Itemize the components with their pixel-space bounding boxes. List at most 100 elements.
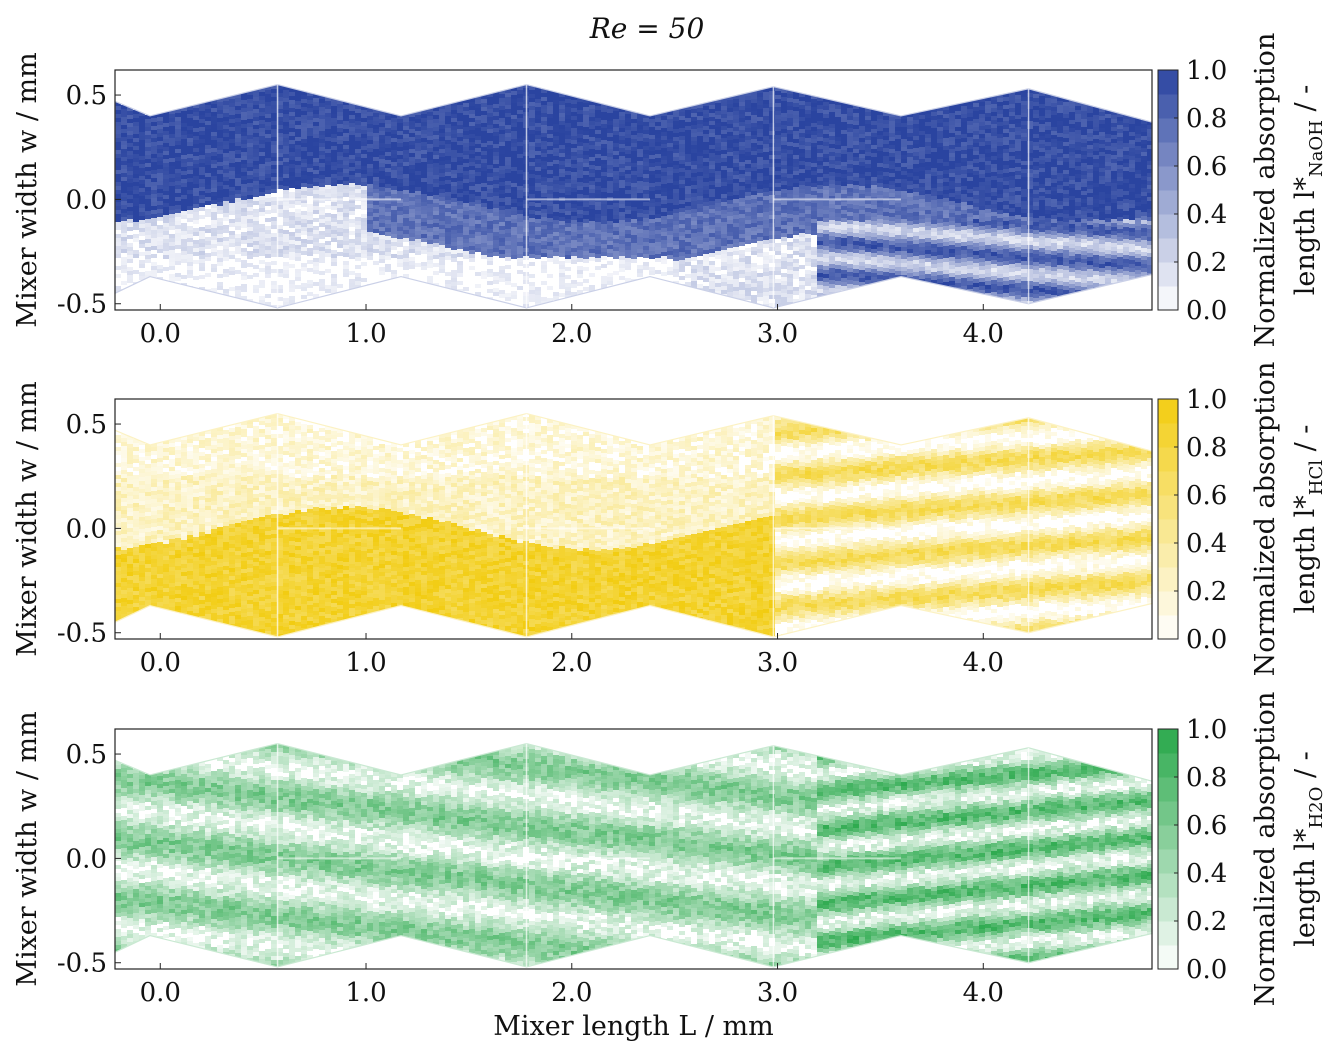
- colorbar-level: [1158, 543, 1178, 568]
- colorbar-tick-label: 1.0: [1186, 385, 1227, 415]
- colorbar-level: [1158, 399, 1178, 424]
- heatmap-field: [115, 743, 1152, 967]
- colorbar-tick-label: 0.4: [1186, 859, 1227, 889]
- colorbar-level: [1158, 447, 1178, 472]
- colorbar: 1.0 0.8 0.6 0.4 0.2 0.0 Normalized absorption l…: [1157, 33, 1327, 348]
- colorbar-tick-label: 0.8: [1186, 433, 1227, 463]
- colorbar-tick-label: 0.8: [1186, 104, 1227, 134]
- colorbar-tick-label: 0.8: [1186, 763, 1227, 793]
- colorbar-level: [1158, 118, 1178, 143]
- y-tick-label: 0.0: [66, 844, 107, 874]
- axes-frame: [114, 728, 1153, 970]
- x-tick-label: 0.0: [140, 978, 181, 1008]
- colorbar-level: [1158, 729, 1178, 754]
- x-tick-label: 1.0: [345, 319, 386, 349]
- colorbar-level: [1158, 921, 1178, 946]
- y-tick-label: -0.5: [57, 949, 107, 979]
- figure-title: Re = 50: [589, 12, 705, 45]
- colorbar-level: [1158, 801, 1178, 826]
- colorbar-level: [1158, 214, 1178, 239]
- panel-hcl: 0.0 1.0 2.0 3.0 4.0 0.5 0.0 -0.5 Mixer width w /…: [12, 362, 1327, 678]
- colorbar: 1.0 0.8 0.6 0.4 0.2 0.0 Normalized absorption l…: [1157, 362, 1327, 677]
- colorbar-level: [1158, 519, 1178, 544]
- colorbar-level: [1158, 945, 1178, 970]
- x-tick-label: 2.0: [551, 978, 592, 1008]
- y-tick-label: 0.0: [66, 514, 107, 544]
- colorbar-tick-label: 0.0: [1186, 955, 1227, 985]
- x-tick-label: 4.0: [963, 319, 1004, 349]
- x-tick-label: 2.0: [551, 648, 592, 678]
- colorbar-tick-label: 0.0: [1186, 296, 1227, 326]
- colorbar-tick-label: 0.4: [1186, 529, 1227, 559]
- colorbar: 1.0 0.8 0.6 0.4 0.2 0.0 Normalized absorption l…: [1157, 692, 1327, 1007]
- colorbar-level: [1158, 70, 1178, 95]
- colorbar-level: [1158, 777, 1178, 802]
- colorbar-tick-label: 1.0: [1186, 715, 1227, 745]
- colorbar-label-subscript: NaOH: [1306, 120, 1327, 177]
- axes-frame: [114, 398, 1153, 640]
- heatmap-field: [115, 414, 1152, 637]
- y-axis-label: Mixer width w / mm: [12, 381, 43, 656]
- y-tick-label: 0.5: [66, 740, 107, 770]
- x-tick-label: 0.0: [140, 648, 181, 678]
- panel-h2o: 0.0 1.0 2.0 3.0 4.0 0.5 0.0 -0.5 Mixer width w /…: [12, 692, 1327, 1042]
- colorbar-label-line2: length l*NaOH / -: [1290, 85, 1327, 296]
- x-axis-label: Mixer length L / mm: [493, 1011, 773, 1042]
- colorbar-tick-label: 0.6: [1186, 481, 1227, 511]
- y-tick-label: -0.5: [57, 290, 107, 320]
- colorbar-tick-label: 0.2: [1186, 248, 1227, 278]
- colorbar-level: [1158, 897, 1178, 922]
- colorbar-level: [1158, 166, 1178, 191]
- x-tick-label: 4.0: [963, 978, 1004, 1008]
- colorbar-label-suffix: / -: [1290, 751, 1321, 786]
- colorbar-level: [1158, 190, 1178, 215]
- colorbar-tick-label: 0.6: [1186, 811, 1227, 841]
- colorbar-tick-label: 0.2: [1186, 577, 1227, 607]
- x-tick-label: 1.0: [345, 648, 386, 678]
- colorbar-label-main: length l*: [1290, 495, 1321, 614]
- colorbar-level: [1158, 849, 1178, 874]
- colorbar-label-subscript: H2O: [1306, 787, 1327, 829]
- colorbar-level: [1158, 94, 1178, 119]
- colorbar-label-subscript: HCl: [1306, 460, 1327, 495]
- x-tick-label: 1.0: [345, 978, 386, 1008]
- y-tick-label: 0.5: [66, 410, 107, 440]
- y-tick-label: 0.5: [66, 81, 107, 111]
- colorbar-label-line1: Normalized absorption: [1250, 362, 1281, 677]
- colorbar-tick-label: 0.6: [1186, 152, 1227, 182]
- heatmap-field: [115, 84, 1152, 308]
- x-tick-label: 4.0: [963, 648, 1004, 678]
- y-axis-label: Mixer width w / mm: [12, 711, 43, 986]
- x-tick-label: 3.0: [757, 319, 798, 349]
- x-tick-label: 2.0: [551, 319, 592, 349]
- colorbar-tick-label: 0.2: [1186, 907, 1227, 937]
- colorbar-level: [1158, 495, 1178, 520]
- colorbar-level: [1158, 142, 1178, 167]
- colorbar-label-line1: Normalized absorption: [1250, 692, 1281, 1007]
- colorbar-level: [1158, 286, 1178, 311]
- colorbar-label-line2: length l*HCl / -: [1290, 425, 1327, 614]
- axes-frame: [114, 69, 1153, 311]
- colorbar-level: [1158, 753, 1178, 778]
- colorbar-level: [1158, 238, 1178, 263]
- colorbar-label-main: length l*: [1290, 828, 1321, 947]
- colorbar-level: [1158, 567, 1178, 592]
- y-tick-label: 0.0: [66, 185, 107, 215]
- x-tick-label: 3.0: [757, 978, 798, 1008]
- colorbar-tick-label: 0.4: [1186, 200, 1227, 230]
- colorbar-level: [1158, 471, 1178, 496]
- colorbar-label-line1: Normalized absorption: [1250, 33, 1281, 348]
- colorbar-label-main: length l*: [1290, 177, 1321, 296]
- colorbar-level: [1158, 591, 1178, 616]
- colorbar-label-suffix: / -: [1290, 425, 1321, 460]
- colorbar-level: [1158, 262, 1178, 287]
- y-axis-label: Mixer width w / mm: [12, 52, 43, 327]
- y-tick-label: -0.5: [57, 619, 107, 649]
- x-tick-label: 3.0: [757, 648, 798, 678]
- panel-naoh: 0.0 1.0 2.0 3.0 4.0 0.5 0.0 -0.5 Mixer width w /…: [12, 33, 1327, 349]
- colorbar-level: [1158, 825, 1178, 850]
- colorbar-label-suffix: / -: [1290, 85, 1321, 120]
- colorbar-label-line2: length l*H2O / -: [1290, 751, 1327, 947]
- colorbar-level: [1158, 873, 1178, 898]
